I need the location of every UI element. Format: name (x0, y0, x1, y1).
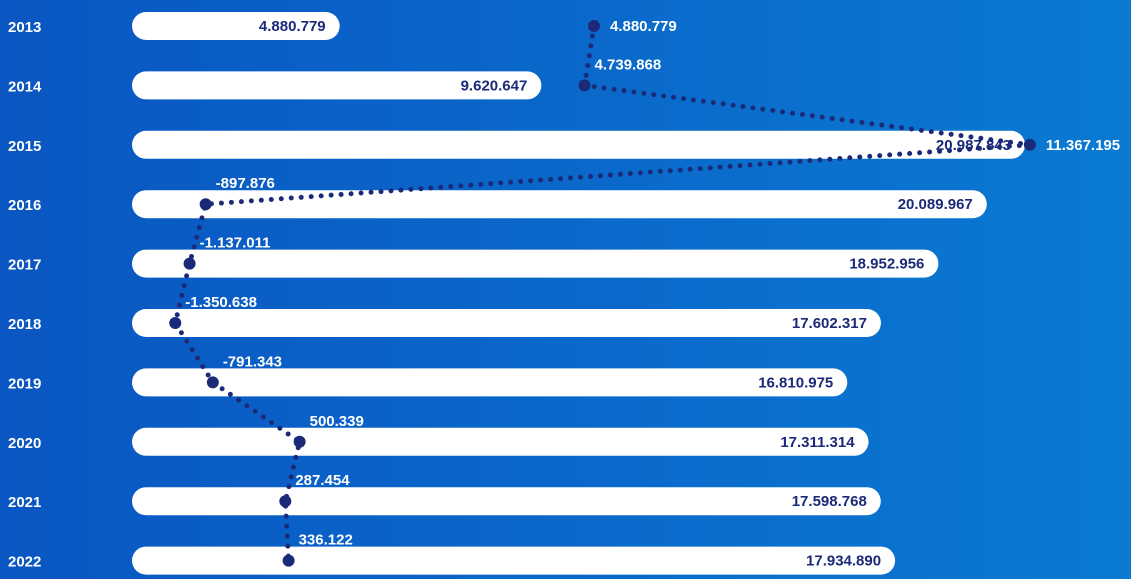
bar-label: 16.810.975 (758, 374, 833, 391)
y-tick-label: 2020 (8, 435, 41, 452)
change-point (282, 554, 295, 567)
bar (132, 487, 881, 516)
change-label: 336.122 (299, 532, 353, 549)
change-label: -791.343 (223, 353, 282, 370)
bar (132, 130, 1025, 159)
bar (132, 12, 340, 40)
bar (132, 309, 881, 337)
bar (132, 190, 987, 219)
y-tick-label: 2013 (8, 19, 41, 36)
bar-label: 17.934.890 (806, 553, 881, 570)
bar (132, 71, 542, 100)
change-point (587, 20, 600, 32)
change-line (172, 23, 1031, 564)
y-tick-label: 2015 (8, 138, 41, 155)
bar (132, 546, 896, 575)
bar-label: 20.089.967 (898, 196, 973, 213)
bar (132, 368, 848, 397)
change-label: 4.739.868 (595, 56, 662, 73)
y-tick-label: 2014 (8, 78, 42, 95)
change-label: -897.876 (216, 175, 275, 192)
change-point (199, 198, 212, 211)
y-tick-label: 2016 (8, 197, 41, 214)
y-tick-label: 2019 (8, 375, 41, 392)
change-point (1023, 138, 1036, 151)
change-label: -1.137.011 (200, 235, 271, 252)
bar-label: 17.598.768 (792, 493, 867, 510)
bar-label: 9.620.647 (461, 77, 528, 94)
y-tick-label: 2022 (8, 554, 41, 571)
change-point (293, 435, 306, 448)
bar-label: 18.952.956 (849, 256, 924, 273)
y-tick-label: 2017 (8, 257, 41, 274)
bar (132, 427, 869, 456)
bar (132, 249, 939, 278)
y-tick-label: 2021 (8, 494, 41, 511)
bar-label: 4.880.779 (259, 18, 326, 35)
change-label: 500.339 (310, 413, 364, 430)
change-point (183, 257, 196, 270)
change-label: 11.367.195 (1046, 137, 1120, 154)
change-point (169, 317, 182, 329)
change-point (578, 79, 591, 92)
change-label: -1.350.638 (185, 294, 257, 311)
change-point (206, 376, 219, 389)
change-point (279, 495, 292, 508)
bar-label: 17.311.314 (780, 434, 855, 451)
change-label: 287.454 (295, 472, 350, 489)
y-tick-label: 2018 (8, 316, 41, 333)
bar-label: 17.602.317 (792, 315, 867, 332)
change-label: 4.880.779 (610, 18, 677, 35)
